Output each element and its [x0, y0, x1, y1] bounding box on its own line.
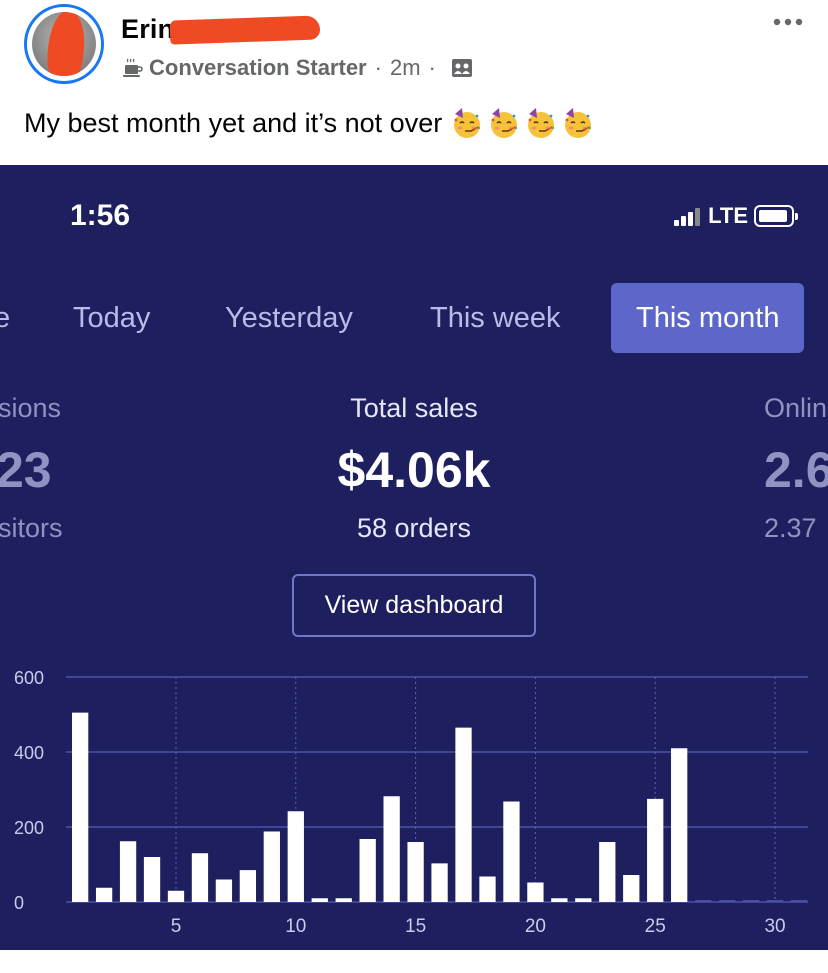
x-tick-label: 30	[764, 916, 785, 937]
bar-day-28	[718, 900, 736, 903]
bar-day-6	[191, 853, 209, 902]
battery-icon	[754, 205, 798, 227]
y-tick-label: 0	[14, 893, 24, 913]
bar-day-29	[742, 900, 760, 903]
more-dots-icon[interactable]	[770, 10, 806, 34]
bar-day-2	[95, 887, 113, 902]
tab-this-week[interactable]: This week	[430, 302, 561, 334]
bar-day-8	[239, 870, 257, 902]
metric-label: sions	[0, 393, 62, 423]
signal-icon	[674, 206, 702, 226]
time-ago[interactable]: 2m	[389, 55, 421, 80]
bar-day-23	[599, 842, 616, 902]
author-name[interactable]: Erin	[121, 14, 175, 44]
bar-day-14	[383, 796, 400, 902]
metric-value: 2.6	[764, 442, 828, 498]
shop-dashboard-screenshot[interactable]: 1:56 LTE e Today Yesterday This week Thi…	[0, 165, 828, 950]
bar-day-16	[431, 863, 448, 902]
metric-total-sales: Total sales	[264, 393, 564, 424]
metric-sub: 2.37	[764, 513, 817, 543]
redaction-mark	[169, 15, 321, 45]
bar-day-12	[335, 898, 352, 902]
bar-day-17	[455, 727, 472, 902]
daily-sales-chart: 0 200 400 600 5 10 15 20 25 30	[14, 668, 808, 937]
metric-online-sub: 2.37	[764, 513, 828, 544]
metric-online: Onlin	[764, 393, 828, 424]
tab-yesterday[interactable]: Yesterday	[225, 302, 353, 334]
post-text: My best month yet and it’s not over	[24, 106, 598, 140]
post-header: Erin Conversation Starter · 2m ·	[0, 0, 828, 165]
metric-value: $4.06k	[337, 442, 491, 498]
metric-value: 23	[0, 442, 52, 498]
metric-label: Onlin	[764, 393, 828, 423]
bar-day-21	[551, 898, 568, 902]
bar-day-22	[575, 898, 592, 902]
badge-label[interactable]: Conversation Starter	[149, 55, 367, 80]
metric-label: Total sales	[350, 393, 478, 423]
bar-day-4	[143, 857, 161, 902]
metric-orders: 58 orders	[264, 513, 564, 544]
party-face-emoji	[561, 106, 595, 140]
bar-day-3	[119, 841, 137, 902]
bar-day-26	[671, 748, 688, 902]
redaction-mark	[42, 12, 90, 76]
metric-sessions: sions	[0, 393, 61, 424]
bar-day-11	[311, 898, 328, 902]
separator: ·	[374, 55, 382, 80]
tab-partial[interactable]: e	[0, 302, 11, 334]
bar-day-19	[503, 801, 520, 902]
bar-day-1	[72, 712, 89, 902]
party-face-emoji	[487, 106, 521, 140]
metric-sessions-value: 23	[0, 441, 52, 499]
post-message: My best month yet and it’s not over	[24, 107, 443, 138]
x-tick-label: 10	[285, 916, 306, 937]
metric-online-value: 2.6	[764, 441, 828, 499]
avatar[interactable]	[24, 4, 104, 84]
bar-day-30	[766, 900, 784, 903]
bar-day-15	[407, 842, 424, 902]
metric-sub: sitors	[0, 513, 63, 543]
bar-day-13	[359, 839, 376, 902]
metric-sessions-sub: sitors	[0, 513, 63, 544]
bar-day-31	[790, 900, 808, 903]
x-tick-label: 5	[171, 916, 182, 937]
view-dashboard-button[interactable]: View dashboard	[292, 574, 536, 637]
network-label: LTE	[708, 203, 748, 228]
date-range-tabs: e Today Yesterday This week This month	[0, 283, 828, 353]
metric-sub: 58 orders	[356, 513, 472, 543]
bar-day-25	[647, 798, 664, 902]
group-icon	[450, 56, 474, 80]
x-tick-label: 20	[525, 916, 546, 937]
bar-day-10	[287, 811, 304, 902]
y-tick-label: 400	[14, 743, 44, 763]
emoji-row	[450, 106, 598, 140]
party-face-emoji	[450, 106, 484, 140]
avatar-photo	[32, 12, 96, 76]
tab-today[interactable]: Today	[73, 302, 151, 334]
y-tick-label: 200	[14, 818, 44, 838]
x-tick-label: 25	[645, 916, 666, 937]
bar-day-9	[263, 831, 280, 902]
bar-day-7	[215, 879, 233, 902]
status-time: 1:56	[70, 199, 131, 232]
bar-day-27	[694, 900, 712, 903]
tab-this-month[interactable]: This month	[611, 283, 805, 353]
bar-day-5	[167, 890, 185, 902]
x-tick-label: 15	[405, 916, 426, 937]
separator: ·	[428, 55, 436, 80]
y-tick-label: 600	[14, 668, 44, 688]
party-face-emoji	[524, 106, 558, 140]
bar-day-18	[479, 876, 496, 902]
post-meta: Conversation Starter · 2m ·	[121, 54, 474, 82]
bar-day-24	[623, 875, 640, 902]
status-indicators: LTE	[674, 203, 798, 229]
metric-total-sales-value: $4.06k	[264, 441, 564, 499]
bar-day-20	[527, 882, 544, 902]
coffee-cup-icon	[121, 56, 145, 80]
